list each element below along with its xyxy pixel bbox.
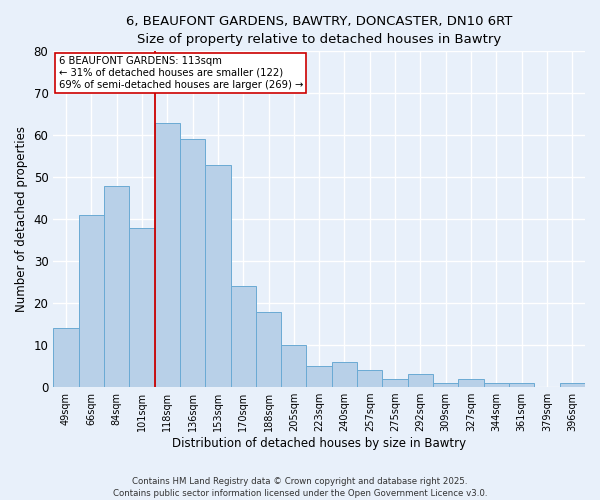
- Bar: [509, 383, 535, 387]
- Bar: [307, 366, 332, 387]
- Bar: [79, 215, 104, 387]
- Bar: [129, 228, 155, 387]
- Bar: [256, 312, 281, 387]
- Bar: [281, 345, 307, 387]
- Bar: [357, 370, 382, 387]
- Bar: [205, 164, 230, 387]
- Bar: [104, 186, 129, 387]
- Title: 6, BEAUFONT GARDENS, BAWTRY, DONCASTER, DN10 6RT
Size of property relative to de: 6, BEAUFONT GARDENS, BAWTRY, DONCASTER, …: [126, 15, 512, 46]
- Bar: [180, 140, 205, 387]
- Bar: [408, 374, 433, 387]
- Text: Contains HM Land Registry data © Crown copyright and database right 2025.
Contai: Contains HM Land Registry data © Crown c…: [113, 476, 487, 498]
- X-axis label: Distribution of detached houses by size in Bawtry: Distribution of detached houses by size …: [172, 437, 466, 450]
- Bar: [332, 362, 357, 387]
- Bar: [382, 378, 408, 387]
- Bar: [458, 378, 484, 387]
- Bar: [484, 383, 509, 387]
- Y-axis label: Number of detached properties: Number of detached properties: [15, 126, 28, 312]
- Bar: [433, 383, 458, 387]
- Bar: [230, 286, 256, 387]
- Bar: [53, 328, 79, 387]
- Text: 6 BEAUFONT GARDENS: 113sqm
← 31% of detached houses are smaller (122)
69% of sem: 6 BEAUFONT GARDENS: 113sqm ← 31% of deta…: [59, 56, 303, 90]
- Bar: [155, 122, 180, 387]
- Bar: [560, 383, 585, 387]
